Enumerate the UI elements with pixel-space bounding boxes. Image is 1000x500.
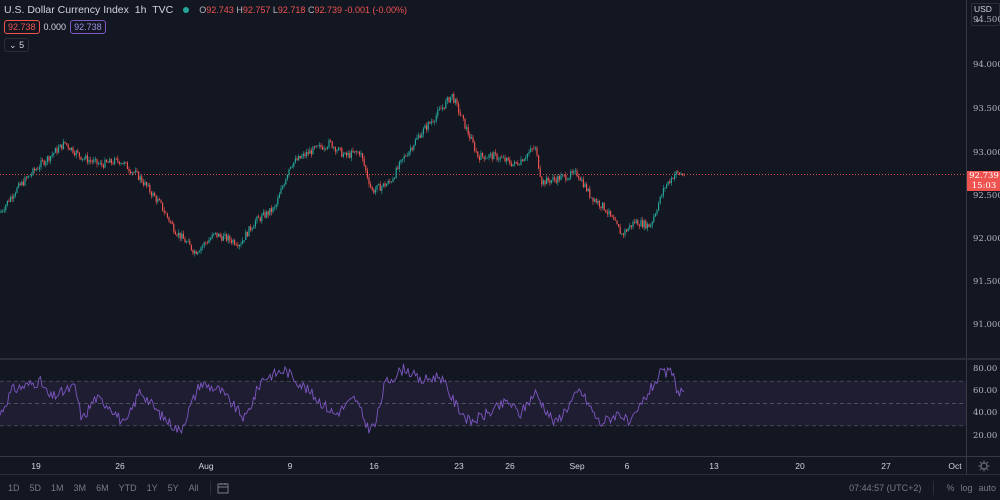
price-tick-label: 94.500 xyxy=(973,15,1000,25)
ohlc-values: O92.743 H92.757 L92.718 C92.739 -0.001 (… xyxy=(199,5,408,15)
go-to-date-icon[interactable] xyxy=(217,482,229,494)
time-tick-label: 20 xyxy=(795,461,805,471)
range-button-1m[interactable]: 1M xyxy=(51,482,64,493)
rsi-chart[interactable] xyxy=(0,360,966,456)
rsi-axis[interactable]: 80.00 60.00 40.00 20.00 xyxy=(966,360,1000,456)
price-axis[interactable]: USD ⌄ 94.500 94.000 93.500 93.000 92.500 92.0… xyxy=(966,0,1000,358)
bottom-toolbar: 1D 5D 1M 3M 6M YTD 1Y 5Y All 07:44:57 (UTC+2) % … xyxy=(0,474,1000,500)
range-button-ytd[interactable]: YTD xyxy=(118,482,137,493)
last-price-label: 92.739 15:03 xyxy=(967,171,1000,191)
bid-ask-row: 92.738 0.000 92.738 xyxy=(4,20,106,34)
time-tick-label: 19 xyxy=(31,461,41,471)
log-scale-toggle[interactable]: log xyxy=(960,482,973,493)
pane-separator[interactable] xyxy=(0,358,1000,360)
price-tick-label: 94.000 xyxy=(973,60,1000,70)
symbol-legend: U.S. Dollar Currency Index 1h TVC O92.74… xyxy=(4,4,407,16)
time-tick-label: 6 xyxy=(624,461,630,471)
symbol-title[interactable]: U.S. Dollar Currency Index 1h TVC xyxy=(4,4,174,16)
range-button-1y[interactable]: 1Y xyxy=(146,482,158,493)
range-button-1d[interactable]: 1D xyxy=(8,482,20,493)
candlestick-chart[interactable] xyxy=(0,0,966,358)
gear-icon xyxy=(978,460,989,471)
time-axis[interactable]: 19 26 Aug 9 16 23 26 Sep 6 13 20 27 Oct xyxy=(0,456,966,474)
time-tick-label: 27 xyxy=(881,461,891,471)
range-button-5d[interactable]: 5D xyxy=(29,482,42,493)
range-button-all[interactable]: All xyxy=(188,482,199,493)
rsi-tick-label: 60.00 xyxy=(973,386,998,396)
rsi-tick-label: 20.00 xyxy=(973,431,998,441)
buy-price-button[interactable]: 92.738 xyxy=(70,20,106,34)
time-tick-label: 9 xyxy=(287,461,293,471)
divider xyxy=(209,480,211,495)
rsi-tick-label: 80.00 xyxy=(973,364,998,374)
spread-value: 0.000 xyxy=(43,22,67,32)
chart-settings-button[interactable] xyxy=(966,456,1000,474)
time-tick-label: 26 xyxy=(115,461,125,471)
price-tick-label: 91.500 xyxy=(973,277,1000,287)
percent-scale-toggle[interactable]: % xyxy=(946,482,955,493)
time-tick-label: 23 xyxy=(454,461,464,471)
price-tick-label: 93.500 xyxy=(973,104,1000,114)
range-button-3m[interactable]: 3M xyxy=(73,482,87,493)
sell-price-button[interactable]: 92.738 xyxy=(4,20,40,34)
time-tick-label: Oct xyxy=(948,461,962,471)
market-open-status-icon xyxy=(183,7,190,13)
chevron-down-icon: ⌄ xyxy=(9,40,17,50)
rsi-pane[interactable] xyxy=(0,360,966,456)
price-tick-label: 92.000 xyxy=(973,234,1000,244)
time-tick-label: Sep xyxy=(569,461,585,471)
divider xyxy=(933,480,935,495)
time-tick-label: Aug xyxy=(198,461,214,471)
range-button-6m[interactable]: 6M xyxy=(96,482,109,493)
range-button-5y[interactable]: 5Y xyxy=(167,482,179,493)
indicators-collapse-button[interactable]: ⌄ 5 xyxy=(4,38,30,52)
rsi-tick-label: 40.00 xyxy=(973,408,998,418)
time-tick-label: 16 xyxy=(369,461,379,471)
price-tick-label: 92.500 xyxy=(973,191,1000,201)
time-tick-label: 26 xyxy=(505,461,515,471)
clock-timezone[interactable]: 07:44:57 (UTC+2) xyxy=(849,482,922,493)
price-tick-label: 93.000 xyxy=(973,148,1000,158)
time-tick-label: 13 xyxy=(709,461,719,471)
price-tick-label: 91.000 xyxy=(973,320,1000,330)
auto-scale-toggle[interactable]: auto xyxy=(978,482,996,493)
price-pane[interactable]: U.S. Dollar Currency Index 1h TVC O92.74… xyxy=(0,0,966,358)
